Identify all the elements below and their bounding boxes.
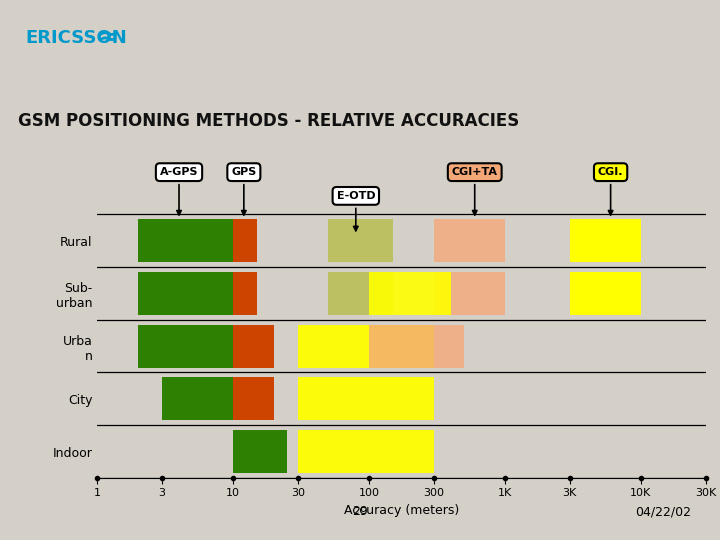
Bar: [570, 272, 641, 315]
Bar: [298, 377, 434, 421]
Bar: [298, 430, 434, 473]
Bar: [328, 219, 393, 262]
Bar: [369, 325, 464, 368]
Bar: [434, 272, 505, 315]
Text: GPS: GPS: [231, 167, 256, 215]
Bar: [233, 272, 257, 315]
Text: ≈: ≈: [97, 25, 118, 50]
X-axis label: Accuracy (meters): Accuracy (meters): [343, 504, 459, 517]
Bar: [233, 325, 274, 368]
Bar: [369, 272, 451, 315]
Text: 04/22/02: 04/22/02: [635, 505, 691, 518]
Bar: [233, 377, 274, 421]
Text: A-GPS: A-GPS: [160, 167, 198, 215]
Bar: [138, 325, 233, 368]
Text: CGI.: CGI.: [598, 167, 624, 215]
Bar: [298, 325, 434, 368]
Text: GSM POSITIONING METHODS - RELATIVE ACCURACIES: GSM POSITIONING METHODS - RELATIVE ACCUR…: [18, 112, 519, 130]
Bar: [570, 219, 641, 262]
Text: CGI+TA: CGI+TA: [451, 167, 498, 215]
Bar: [138, 219, 233, 262]
Bar: [233, 430, 287, 473]
Text: E-OTD: E-OTD: [336, 191, 375, 231]
Bar: [233, 219, 257, 262]
Text: 29: 29: [352, 505, 368, 518]
Bar: [138, 272, 233, 315]
Text: ERICSSON: ERICSSON: [25, 29, 127, 46]
Bar: [162, 377, 233, 421]
Bar: [434, 219, 505, 262]
Bar: [328, 272, 393, 315]
